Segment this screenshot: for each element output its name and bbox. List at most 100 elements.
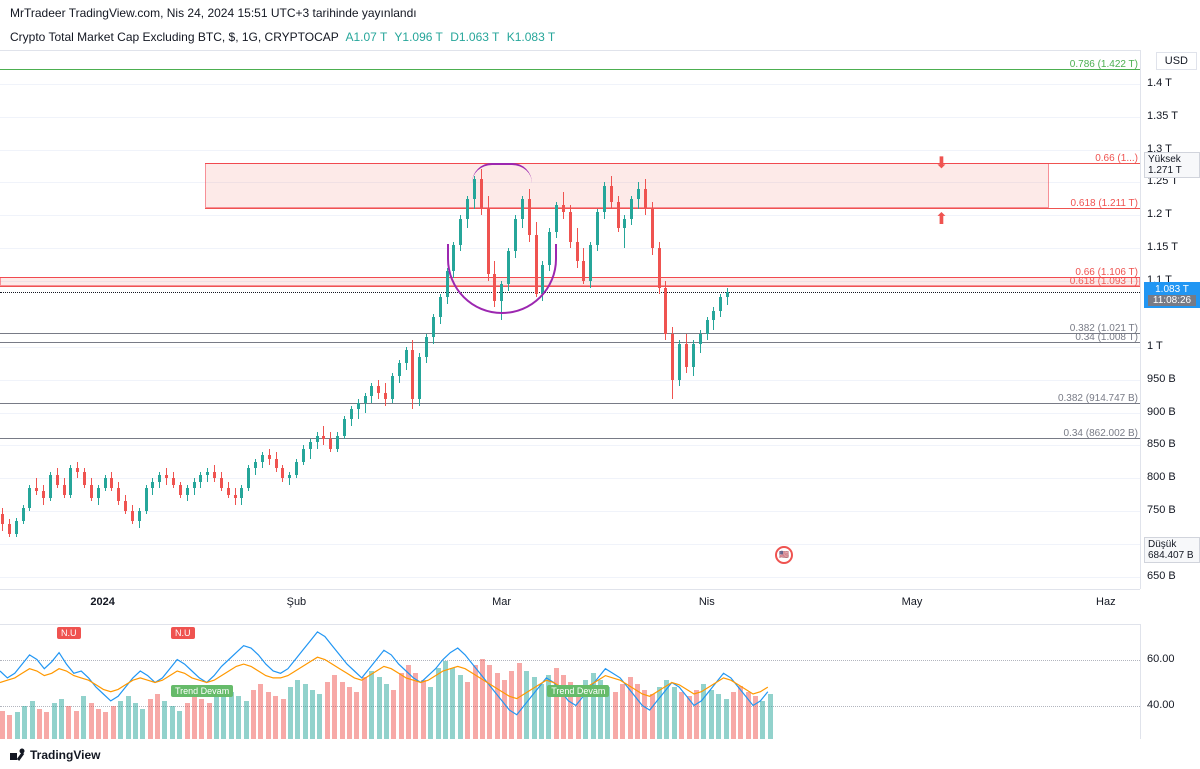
candle[interactable]: [68, 465, 73, 498]
candle[interactable]: [301, 445, 306, 465]
supply-zone[interactable]: [0, 277, 1140, 286]
candle[interactable]: [280, 465, 285, 481]
candle[interactable]: [198, 472, 203, 488]
candle[interactable]: [287, 472, 292, 485]
candle[interactable]: [588, 242, 593, 288]
candle[interactable]: [48, 472, 53, 502]
candle[interactable]: [192, 478, 197, 494]
candle[interactable]: [116, 482, 121, 505]
economic-event-icon[interactable]: 🇺🇸: [775, 546, 793, 564]
candle[interactable]: [294, 459, 299, 479]
candle[interactable]: [27, 485, 32, 511]
candle[interactable]: [404, 347, 409, 370]
candle[interactable]: [397, 360, 402, 383]
fib-line[interactable]: 0.382 (1.021 T): [0, 333, 1140, 334]
candle[interactable]: [137, 508, 142, 528]
price-axis[interactable]: 1.4 T1.35 T1.3 T1.25 T1.2 T1.15 T1.1 T1 …: [1140, 50, 1200, 589]
fib-line[interactable]: 0.34 (1.008 T): [0, 342, 1140, 343]
candle[interactable]: [636, 182, 641, 208]
candle[interactable]: [226, 482, 231, 498]
candle[interactable]: [75, 462, 80, 478]
time-axis[interactable]: 2024ŞubMarNisMayHazTem: [0, 589, 1140, 619]
candle[interactable]: [178, 482, 183, 498]
candle[interactable]: [205, 468, 210, 481]
candle[interactable]: [691, 340, 696, 376]
candle[interactable]: [96, 485, 101, 505]
supply-zone[interactable]: [205, 163, 1049, 208]
candle[interactable]: [260, 452, 265, 468]
candle[interactable]: [725, 288, 730, 306]
fib-line[interactable]: 0.786 (1.422 T): [0, 69, 1140, 70]
candle[interactable]: [246, 465, 251, 491]
candle[interactable]: [212, 465, 217, 481]
candle[interactable]: [233, 488, 238, 504]
candle[interactable]: [55, 468, 60, 488]
candle[interactable]: [356, 399, 361, 419]
candle[interactable]: [575, 228, 580, 267]
candle[interactable]: [0, 508, 5, 531]
candle[interactable]: [89, 478, 94, 501]
fib-line[interactable]: 0.618 (1.211 T): [205, 208, 1140, 209]
candle[interactable]: [315, 432, 320, 448]
candle[interactable]: [109, 472, 114, 492]
candle[interactable]: [417, 353, 422, 406]
candle[interactable]: [157, 472, 162, 488]
candle[interactable]: [376, 380, 381, 400]
candle[interactable]: [657, 242, 662, 295]
candle[interactable]: [171, 472, 176, 488]
indicator-axis[interactable]: 60.0040.00: [1140, 624, 1200, 739]
candle[interactable]: [21, 505, 26, 525]
fib-line[interactable]: 0.382 (914.747 B): [0, 403, 1140, 404]
fib-line[interactable]: 0.618 (1.093 T): [0, 286, 1140, 287]
candle[interactable]: [581, 248, 586, 284]
arrow-up-icon[interactable]: ⬆: [935, 209, 948, 229]
candle[interactable]: [698, 330, 703, 353]
fib-line[interactable]: 0.34 (862.002 B): [0, 438, 1140, 439]
candle[interactable]: [609, 176, 614, 209]
candle[interactable]: [335, 432, 340, 452]
candle[interactable]: [520, 196, 525, 229]
candle[interactable]: [711, 307, 716, 330]
candle[interactable]: [643, 179, 648, 215]
candle[interactable]: [663, 281, 668, 340]
candle[interactable]: [308, 439, 313, 459]
candle[interactable]: [622, 215, 627, 248]
candle[interactable]: [616, 196, 621, 232]
candle[interactable]: [595, 209, 600, 252]
main-chart[interactable]: 0.786 (1.422 T)0.66 (1...)0.618 (1.211 T…: [0, 50, 1140, 589]
candle[interactable]: [41, 485, 46, 505]
candle[interactable]: [321, 426, 326, 446]
candle[interactable]: [554, 202, 559, 238]
candle[interactable]: [568, 205, 573, 248]
candle[interactable]: [561, 192, 566, 218]
candle[interactable]: [431, 314, 436, 344]
candle[interactable]: [705, 317, 710, 340]
arc-annotation[interactable]: [447, 244, 557, 314]
candle[interactable]: [103, 475, 108, 491]
candle[interactable]: [349, 406, 354, 426]
candle[interactable]: [465, 196, 470, 229]
candle[interactable]: [650, 202, 655, 255]
candle[interactable]: [328, 432, 333, 452]
candle[interactable]: [144, 485, 149, 515]
candle[interactable]: [123, 495, 128, 515]
candle[interactable]: [7, 519, 12, 537]
arrow-down-icon[interactable]: ⬇: [935, 153, 948, 173]
candle[interactable]: [130, 505, 135, 525]
candle[interactable]: [629, 196, 634, 226]
candle[interactable]: [34, 478, 39, 494]
candle[interactable]: [274, 452, 279, 472]
candle[interactable]: [410, 340, 415, 409]
candle[interactable]: [383, 383, 388, 406]
arc-annotation[interactable]: [472, 163, 532, 183]
candle[interactable]: [527, 189, 532, 242]
candle[interactable]: [369, 383, 374, 403]
candle[interactable]: [718, 294, 723, 317]
candle[interactable]: [602, 182, 607, 218]
candle[interactable]: [670, 327, 675, 399]
candle[interactable]: [62, 478, 67, 498]
candle[interactable]: [267, 449, 272, 465]
candle[interactable]: [14, 518, 19, 538]
candle[interactable]: [219, 472, 224, 492]
candle[interactable]: [438, 294, 443, 324]
